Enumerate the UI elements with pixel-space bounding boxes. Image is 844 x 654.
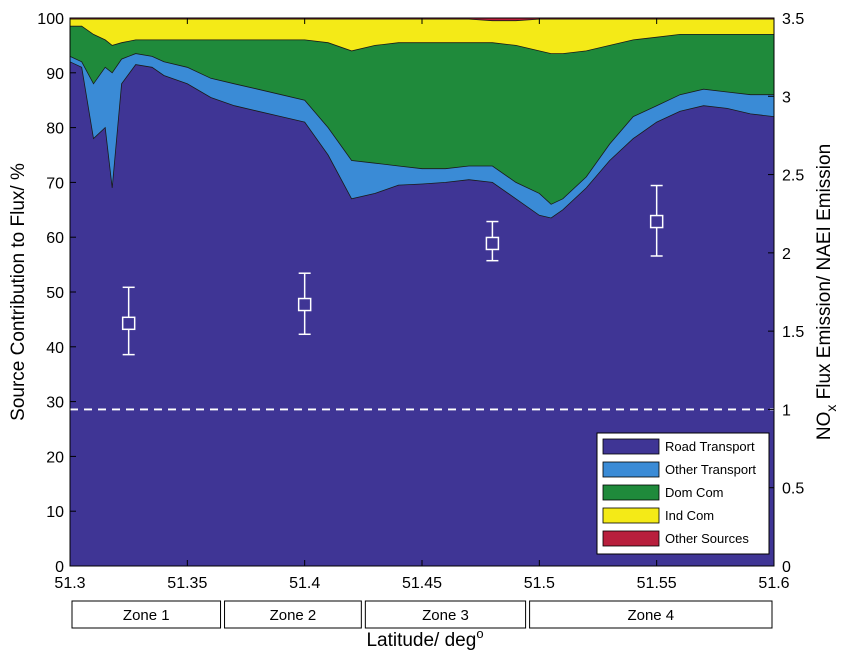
boundary-other-transport xyxy=(69,53,774,205)
legend-item-ind-com: Ind Com xyxy=(602,507,714,524)
y2-tick-label: 1 xyxy=(782,402,791,419)
ratio-marker xyxy=(297,297,312,312)
legend-label: Other Sources xyxy=(665,531,749,546)
y-tick-label: 90 xyxy=(46,66,64,83)
x-tick-label: 51.35 xyxy=(167,575,207,592)
y-tick-label: 70 xyxy=(46,175,64,192)
legend-swatch xyxy=(602,507,660,524)
y2-tick-label: 0 xyxy=(782,559,791,576)
legend-item-other-sources: Other Sources xyxy=(602,530,749,547)
ratio-marker xyxy=(485,236,500,251)
x-tick-label: 51.4 xyxy=(289,575,320,592)
zone-box xyxy=(529,600,773,629)
ratio-point-1 xyxy=(121,286,136,356)
y-tick-label: 10 xyxy=(46,504,64,521)
y2-tick-label: 2.5 xyxy=(782,168,804,185)
zone-box xyxy=(364,600,527,629)
legend-swatch xyxy=(602,438,660,455)
legend-label: Road Transport xyxy=(665,439,755,454)
y-tick-label: 80 xyxy=(46,121,64,138)
y-tick-label: 60 xyxy=(46,230,64,247)
area-other-transport xyxy=(70,53,774,218)
ratio-point-4 xyxy=(649,184,664,257)
y-axis-ticks: 0 10 20 30 40 50 60 70 80 90 100 xyxy=(37,11,76,576)
x-tick-label: 51.5 xyxy=(524,575,555,592)
boundary-road-transport xyxy=(69,61,775,219)
y-tick-label: 50 xyxy=(46,285,64,302)
legend-swatch xyxy=(602,530,660,547)
y2-tick-label: 3.5 xyxy=(782,11,804,28)
ratio-marker xyxy=(121,316,136,331)
y-tick-label: 100 xyxy=(37,11,64,28)
y-tick-label: 40 xyxy=(46,340,64,357)
boundary-dom-com xyxy=(70,25,774,54)
y-tick-label: 30 xyxy=(46,395,64,412)
x-axis-title: Latitude/ dego xyxy=(366,626,483,651)
legend: Road Transport Other Transport Dom Com Ind … xyxy=(596,432,770,555)
y-tick-label: 0 xyxy=(55,559,64,576)
x-tick-label: 51.6 xyxy=(758,575,789,592)
zone-box xyxy=(71,600,222,629)
legend-item-other-transport: Other Transport xyxy=(602,461,756,478)
zone-zone-1: Zone 1 xyxy=(71,600,222,629)
y-axis-title: Source Contribution to Flux/ % xyxy=(8,163,29,421)
zone-zone-2: Zone 2 xyxy=(224,600,362,629)
legend-swatch xyxy=(602,461,660,478)
y2-tick-label: 3 xyxy=(782,89,791,106)
y-tick-label: 20 xyxy=(46,449,64,466)
legend-label: Other Transport xyxy=(665,462,756,477)
area-other-sources xyxy=(70,18,774,21)
ratio-points xyxy=(121,184,664,356)
ratio-marker xyxy=(649,214,664,229)
zone-labels: Zone 1 Zone 2 Zone 3 Zone 4 xyxy=(71,600,773,629)
ratio-point-3 xyxy=(485,220,500,262)
zone-label: Zone 4 xyxy=(627,607,674,624)
boundary-ind-com xyxy=(70,18,774,22)
legend-label: Ind Com xyxy=(665,508,714,523)
legend-swatch xyxy=(602,484,660,501)
y2-tick-label: 2 xyxy=(782,246,791,263)
zone-label: Zone 3 xyxy=(422,607,469,624)
y2-axis-title: NOx Flux Emission/ NAEI Emission xyxy=(814,144,839,440)
x-tick-label: 51.45 xyxy=(402,575,442,592)
x-tick-label: 51.3 xyxy=(54,575,85,592)
legend-label: Dom Com xyxy=(665,485,724,500)
y2-tick-label: 1.5 xyxy=(782,324,804,341)
zone-box xyxy=(224,600,362,629)
x-tick-label: 51.55 xyxy=(637,575,677,592)
zone-zone-3: Zone 3 xyxy=(364,600,527,629)
zone-zone-4: Zone 4 xyxy=(529,600,773,629)
zone-label: Zone 1 xyxy=(123,607,170,624)
y2-tick-label: 0.5 xyxy=(782,481,804,498)
ratio-point-2 xyxy=(297,272,312,336)
area-ind-com xyxy=(70,19,774,54)
y2-axis-ticks: 0 0.5 1 1.5 2 2.5 3 3.5 xyxy=(768,11,804,576)
x-axis-ticks: 51.3 51.35 51.4 51.45 51.5 51.55 51.6 xyxy=(54,18,790,592)
zone-label: Zone 2 xyxy=(270,607,317,624)
legend-item-dom-com: Dom Com xyxy=(602,484,724,501)
legend-item-road-transport: Road Transport xyxy=(602,438,755,455)
